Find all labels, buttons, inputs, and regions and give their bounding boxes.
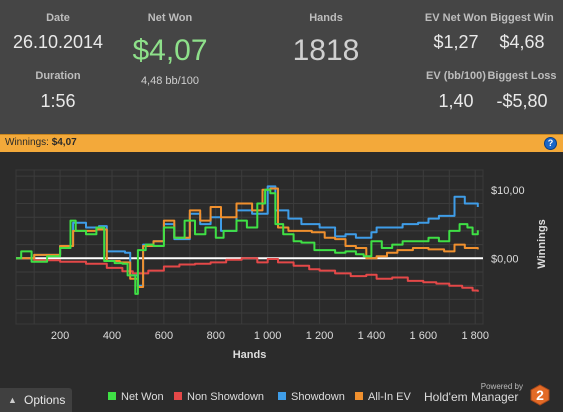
legend-non-showdown: Non Showdown xyxy=(174,391,264,403)
ev-net-won-label: EV Net Won xyxy=(424,12,488,24)
series-line-showdown xyxy=(16,185,479,287)
options-label: Options xyxy=(24,393,66,407)
legend-swatch-non-showdown xyxy=(174,392,182,400)
legend-swatch-all-in-ev xyxy=(355,392,363,400)
series-line-all-in-ev xyxy=(16,187,479,288)
x-tick-label: 200 xyxy=(51,330,69,342)
hands-value: 1818 xyxy=(292,34,360,67)
biggest-win-label: Biggest Win xyxy=(490,12,554,24)
legend-swatch-showdown xyxy=(278,392,286,400)
legend-showdown: Showdown xyxy=(278,391,345,403)
winnings-summary: Winnings: $4,07 xyxy=(5,137,77,148)
biggest-loss-label: Biggest Loss xyxy=(487,70,557,82)
help-icon[interactable]: ? xyxy=(544,137,557,150)
series-line-net-won xyxy=(16,188,479,295)
date-value: 26.10.2014 xyxy=(12,32,104,52)
legend-label-all-in-ev: All-In EV xyxy=(368,391,411,403)
ev-bb100-label: EV (bb/100) xyxy=(426,70,486,82)
biggest-win-value: $4,68 xyxy=(499,32,545,52)
x-tick-label: 600 xyxy=(155,330,173,342)
duration-value: 1:56 xyxy=(40,91,76,111)
winnings-value: $4,07 xyxy=(51,137,77,148)
brand: Powered by Hold'em Manager 2 xyxy=(424,382,563,412)
duration-label: Duration xyxy=(35,70,81,82)
options-button[interactable]: ▲ Options xyxy=(0,388,72,412)
legend-label-net-won: Net Won xyxy=(121,391,164,403)
x-axis-title: Hands xyxy=(233,349,267,361)
ev-bb100-value: 1,40 xyxy=(438,91,474,111)
winnings-label: Winnings: xyxy=(5,137,49,148)
biggest-loss-value: -$5,80 xyxy=(496,91,548,111)
winnings-bar: Winnings: $4,07 ? xyxy=(0,134,563,152)
net-won-value: $4,07 xyxy=(132,34,208,67)
hem2-logo-icon: 2 xyxy=(530,384,550,406)
logo-text: 2 xyxy=(536,387,544,403)
plot-area xyxy=(15,169,484,325)
net-won-label: Net Won xyxy=(147,12,193,24)
stats-panel: Date 26.10.2014 Duration 1:56 Net Won $4… xyxy=(0,0,563,134)
date-label: Date xyxy=(46,12,70,24)
x-tick-label: 800 xyxy=(207,330,225,342)
x-tick-label: 1 800 xyxy=(461,330,489,342)
y-axis-title: Winnings xyxy=(536,219,548,268)
x-tick-label: 1 200 xyxy=(306,330,334,342)
x-tick-label: 1 600 xyxy=(410,330,438,342)
caret-up-icon: ▲ xyxy=(8,395,17,405)
y-tick-label: $0,00 xyxy=(491,253,519,265)
x-tick-label: 1 000 xyxy=(254,330,282,342)
x-tick-label: 400 xyxy=(103,330,121,342)
hands-label: Hands xyxy=(309,12,343,24)
series-line-non-showdown xyxy=(16,257,479,292)
winnings-chart: 200 400 600 800 1 000 1 200 1 400 1 600 1 800 $10… xyxy=(0,152,563,384)
legend-label-non-showdown: Non Showdown xyxy=(187,391,265,403)
brand-name: Hold'em Manager xyxy=(424,390,519,404)
y-tick-label: $10,00 xyxy=(491,185,525,197)
chart-svg: 200 400 600 800 1 000 1 200 1 400 1 600 1 800 $10… xyxy=(15,169,548,361)
legend-label-showdown: Showdown xyxy=(291,391,345,403)
legend-net-won: Net Won xyxy=(108,391,164,403)
ev-net-won-value: $1,27 xyxy=(433,32,479,52)
net-won-bb100: 4,48 bb/100 xyxy=(140,75,200,87)
legend-swatch-net-won xyxy=(108,392,116,400)
x-tick-label: 1 400 xyxy=(358,330,386,342)
footer: ▲ Options Net Won Non Showdown Showdown … xyxy=(0,384,563,412)
legend-all-in-ev: All-In EV xyxy=(355,391,411,403)
powered-by-text: Powered by xyxy=(480,382,523,391)
